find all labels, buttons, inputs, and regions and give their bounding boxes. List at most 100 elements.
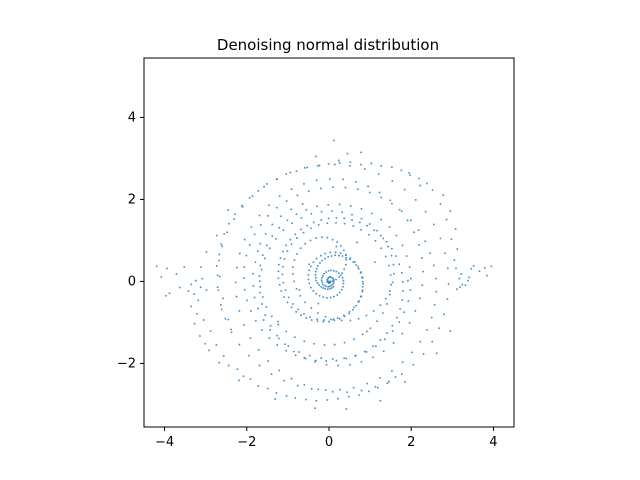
scatter-point <box>330 318 333 321</box>
scatter-point <box>360 389 363 392</box>
scatter-point <box>324 389 327 392</box>
scatter-point <box>267 214 270 217</box>
scatter-point <box>258 275 261 278</box>
scatter-point <box>353 260 356 263</box>
scatter-point <box>315 399 318 402</box>
scatter-point <box>351 308 354 311</box>
scatter-point <box>321 276 323 279</box>
scatter-point <box>327 203 330 206</box>
scatter-point <box>155 265 158 268</box>
scatter-point <box>365 330 368 333</box>
scatter-point <box>251 195 254 198</box>
scatter-point <box>164 294 167 297</box>
scatter-point <box>455 267 457 270</box>
scatter-point <box>343 222 346 225</box>
scatter-point <box>308 354 311 357</box>
scatter-point <box>400 210 403 213</box>
scatter-point <box>341 272 344 275</box>
scatter-point <box>439 203 442 205</box>
scatter-point <box>314 407 316 410</box>
scatter-point <box>218 253 221 256</box>
scatter-point <box>332 295 335 298</box>
scatter-point <box>323 319 326 321</box>
scatter-point <box>345 256 348 259</box>
scatter-point <box>291 266 294 269</box>
scatter-point <box>387 245 390 248</box>
scatter-point <box>379 339 382 342</box>
scatter-point <box>490 265 493 268</box>
scatter-point <box>355 304 358 307</box>
scatter-point <box>399 307 402 310</box>
scatter-point <box>280 289 283 292</box>
scatter-point <box>325 271 328 273</box>
scatter-point <box>336 294 339 296</box>
scatter-point <box>283 379 286 382</box>
scatter-point <box>335 278 337 281</box>
scatter-point <box>219 303 222 306</box>
scatter-point <box>357 267 360 270</box>
scatter-point <box>297 308 300 311</box>
scatter-point <box>261 296 264 298</box>
scatter-point <box>307 273 310 276</box>
scatter-point <box>332 269 335 272</box>
scatter-point <box>315 179 318 182</box>
scatter-point <box>321 259 323 262</box>
scatter-point <box>390 166 393 169</box>
scatter-point <box>388 293 391 296</box>
scatter-point <box>332 186 335 189</box>
scatter-point <box>439 237 442 240</box>
scatter-point <box>358 221 361 224</box>
scatter-point <box>323 257 326 260</box>
scatter-point <box>304 301 307 304</box>
scatter-point <box>363 168 366 171</box>
scatter-point <box>341 211 344 214</box>
scatter-point <box>345 258 348 261</box>
scatter-point <box>367 390 370 393</box>
scatter-point <box>346 391 349 394</box>
scatter-point <box>242 375 245 378</box>
y-tick-label: 4 <box>128 110 136 125</box>
scatter-point <box>377 173 380 175</box>
scatter-point <box>478 270 481 273</box>
scatter-point <box>342 314 345 317</box>
scatter-point <box>238 310 241 312</box>
scatter-point <box>372 310 375 312</box>
scatter-point <box>352 225 355 228</box>
scatter-point <box>327 162 330 165</box>
scatter-point <box>291 303 294 305</box>
scatter-point <box>337 272 340 275</box>
scatter-point <box>338 275 341 278</box>
scatter-point <box>343 357 346 360</box>
scatter-point <box>468 276 471 279</box>
scatter-point <box>331 357 334 360</box>
scatter-point <box>342 178 344 181</box>
scatter-point <box>376 229 379 232</box>
scatter-point <box>337 364 339 367</box>
scatter-point <box>432 264 435 267</box>
scatter-point <box>227 209 230 212</box>
scatter-point <box>315 267 318 270</box>
scatter-point <box>335 216 338 219</box>
scatter-point <box>285 394 288 397</box>
scatter-point <box>431 189 434 191</box>
scatter-point <box>342 249 345 252</box>
scatter-point <box>318 284 321 287</box>
scatter-point <box>365 314 368 317</box>
scatter-point <box>199 286 202 289</box>
scatter-point <box>404 380 407 383</box>
scatter-point <box>315 257 318 260</box>
scatter-point <box>284 289 287 292</box>
scatter-point <box>299 247 302 250</box>
scatter-point <box>275 392 278 394</box>
scatter-point <box>358 394 360 396</box>
scatter-point <box>290 306 293 309</box>
scatter-point <box>290 243 293 246</box>
scatter-point <box>438 327 441 330</box>
scatter-point <box>314 276 317 279</box>
scatter-point <box>435 352 438 355</box>
scatter-point <box>390 247 393 250</box>
scatter-point <box>411 351 413 354</box>
scatter-point <box>389 273 392 276</box>
scatter-point <box>329 251 332 254</box>
